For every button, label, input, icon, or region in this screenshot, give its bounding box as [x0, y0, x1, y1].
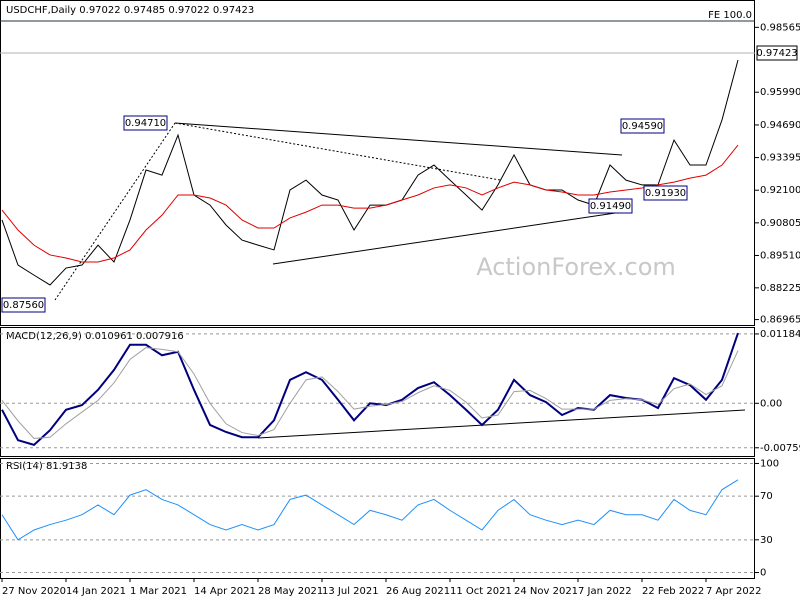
annotation-box — [123, 115, 168, 131]
watermark: ActionForex.com — [476, 253, 676, 281]
y-tick-label: 100 — [760, 458, 779, 469]
fe-label: FE 100.0 — [708, 10, 752, 21]
annotation-box — [643, 185, 688, 201]
projection-line — [54, 122, 176, 301]
annotation: 0.87560 — [3, 300, 44, 311]
series-line — [1, 144, 739, 263]
macd-title: MACD(12,26,9) 0.010961 0.007916 — [6, 331, 184, 342]
annotation-box — [588, 198, 633, 214]
y-tick-label: 0.88225 — [760, 283, 800, 294]
x-tick-label: 14 Apr 2021 — [194, 586, 256, 597]
x-tick-label: 24 Nov 2021 — [514, 586, 578, 597]
y-tick-label: 0.86965 — [760, 315, 800, 326]
annotation-box — [620, 118, 665, 134]
rsi-title: RSI(14) 81.9138 — [6, 461, 87, 472]
y-tick-label: 0 — [760, 568, 766, 579]
y-tick-label: 0.95990 — [760, 87, 800, 98]
y-tick-label: 0.93395 — [760, 153, 800, 164]
x-tick-label: 11 Oct 2021 — [450, 586, 512, 597]
annotation: 0.94590 — [622, 121, 663, 132]
y-tick-label: -0.007598 — [760, 443, 800, 454]
price-panel — [0, 0, 755, 326]
projection-line — [174, 122, 501, 181]
x-tick-label: 28 May 2021 — [258, 586, 323, 597]
x-tick-label: 7 Apr 2022 — [706, 586, 761, 597]
trend-line — [272, 211, 623, 265]
macd-panel — [0, 327, 755, 457]
annotation-box — [1, 297, 46, 313]
series-line — [1, 479, 739, 541]
y-tick-label: 0.011845 — [760, 329, 800, 340]
series-line — [1, 59, 739, 286]
annotation: 0.91490 — [590, 201, 631, 212]
y-tick-label: 0.89510 — [760, 250, 800, 261]
x-tick-label: 13 Jul 2021 — [322, 586, 379, 597]
x-tick-label: 1 Mar 2021 — [130, 586, 187, 597]
x-tick-label: 14 Jan 2021 — [66, 586, 126, 597]
y-tick-label: 0.94690 — [760, 120, 800, 131]
series-line — [1, 347, 739, 439]
y-tick-label: 0.98565 — [760, 22, 800, 33]
x-tick-label: 26 Aug 2021 — [386, 586, 450, 597]
y-tick-label: 0.90805 — [760, 218, 800, 229]
annotation: 0.94710 — [125, 118, 166, 129]
x-tick-label: 7 Jan 2022 — [578, 586, 632, 597]
y-tick-label: 30 — [760, 535, 773, 546]
trend-line — [174, 122, 623, 156]
chart-header: USDCHF,Daily 0.97022 0.97485 0.97022 0.9… — [6, 5, 254, 16]
series-line — [1, 332, 739, 446]
last-price: 0.97423 — [756, 48, 797, 59]
last-price-box — [756, 45, 798, 61]
rsi-panel — [0, 458, 755, 579]
y-tick-label: 70 — [760, 491, 773, 502]
x-tick-label: 27 Nov 2020 — [2, 586, 66, 597]
y-tick-label: 0.00 — [760, 398, 782, 409]
x-tick-label: 22 Feb 2022 — [642, 586, 704, 597]
y-tick-label: 0.92100 — [760, 185, 800, 196]
annotation: 0.91930 — [645, 188, 686, 199]
macd-trend-line — [257, 409, 746, 439]
